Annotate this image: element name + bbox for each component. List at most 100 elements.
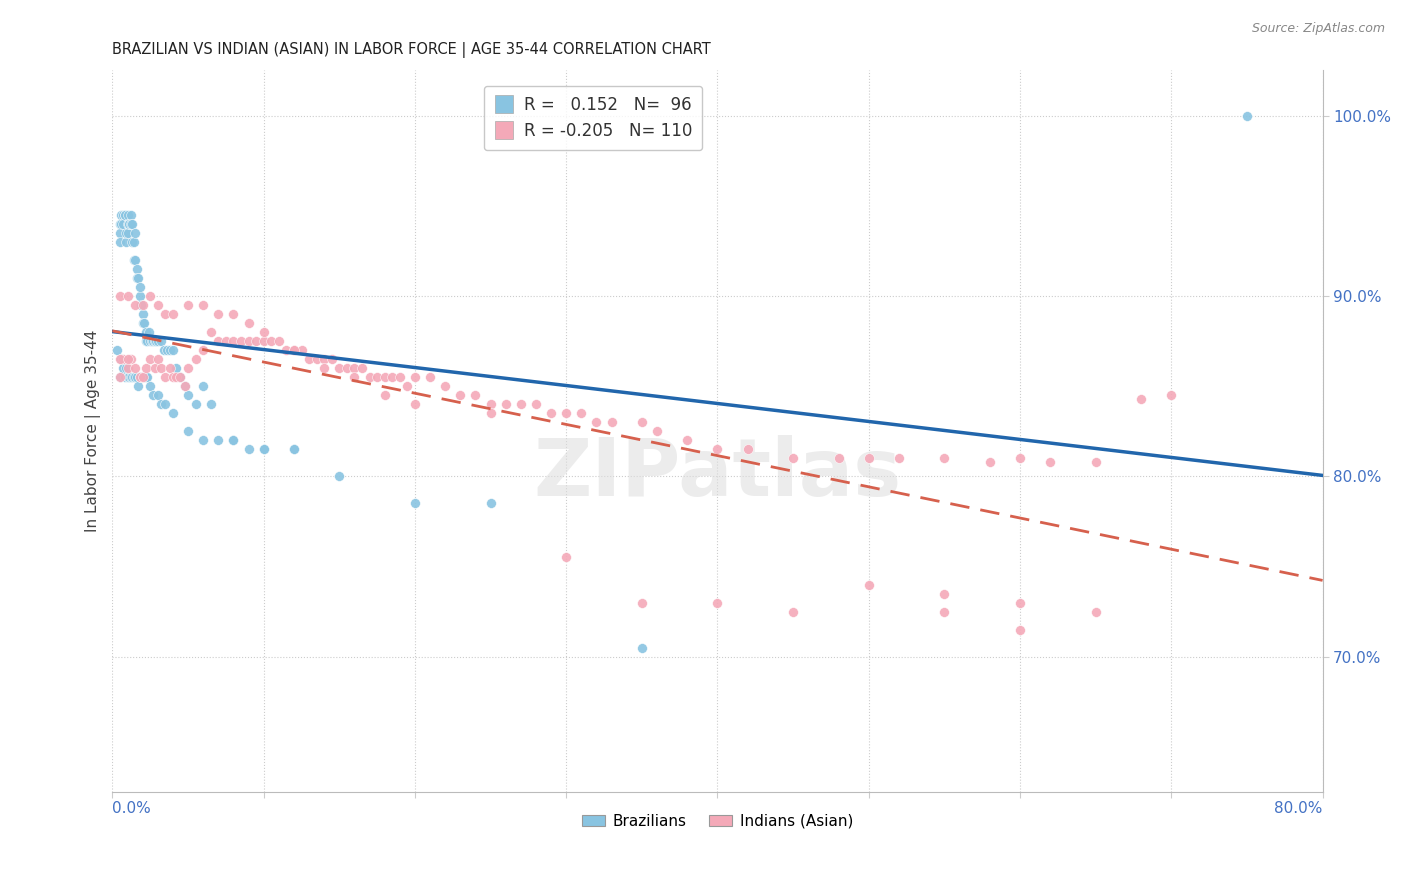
Point <box>138 325 160 339</box>
Point <box>174 379 197 393</box>
Point <box>134 370 156 384</box>
Point <box>110 217 132 231</box>
Point <box>149 361 172 376</box>
Point <box>381 370 404 384</box>
Point <box>782 451 804 466</box>
Point <box>366 370 388 384</box>
Point <box>283 343 305 357</box>
Point <box>298 352 321 367</box>
Point <box>149 334 172 348</box>
Point <box>136 370 159 384</box>
Point <box>117 208 139 222</box>
Point <box>509 397 531 411</box>
Point <box>127 379 149 393</box>
Point <box>135 334 157 348</box>
Point <box>108 370 131 384</box>
Text: ZIPatlas: ZIPatlas <box>533 435 901 514</box>
Point <box>1008 451 1031 466</box>
Point <box>222 434 245 448</box>
Point <box>155 307 177 321</box>
Point <box>105 343 128 357</box>
Point <box>396 379 419 393</box>
Point <box>155 397 177 411</box>
Point <box>117 370 139 384</box>
Point <box>139 379 162 393</box>
Point <box>314 361 336 376</box>
Point <box>128 280 150 294</box>
Point <box>524 397 547 411</box>
Point <box>174 379 197 393</box>
Point <box>631 596 654 610</box>
Point <box>1039 455 1062 469</box>
Point <box>149 397 172 411</box>
Point <box>934 586 956 600</box>
Point <box>117 289 139 303</box>
Y-axis label: In Labor Force | Age 35-44: In Labor Force | Age 35-44 <box>86 330 101 533</box>
Point <box>858 451 880 466</box>
Point <box>260 334 283 348</box>
Point <box>782 605 804 619</box>
Point <box>495 397 517 411</box>
Point <box>238 442 260 457</box>
Point <box>169 370 191 384</box>
Point <box>110 352 132 367</box>
Point <box>1084 605 1107 619</box>
Point <box>142 334 165 348</box>
Point <box>111 352 134 367</box>
Point <box>321 352 343 367</box>
Point <box>139 289 162 303</box>
Point <box>153 343 176 357</box>
Point <box>404 370 426 384</box>
Point <box>193 379 215 393</box>
Point <box>128 370 150 384</box>
Point <box>328 361 350 376</box>
Point <box>314 352 336 367</box>
Point <box>600 415 623 429</box>
Point <box>146 388 169 402</box>
Point <box>1130 392 1153 406</box>
Point <box>162 307 184 321</box>
Point <box>207 434 229 448</box>
Point <box>129 298 152 312</box>
Point <box>359 370 381 384</box>
Point <box>222 307 245 321</box>
Point <box>129 370 152 384</box>
Point <box>165 370 187 384</box>
Point <box>124 370 146 384</box>
Point <box>162 370 184 384</box>
Point <box>434 379 457 393</box>
Point <box>117 217 139 231</box>
Point <box>479 406 502 420</box>
Point <box>706 442 728 457</box>
Point <box>117 226 139 240</box>
Point <box>115 226 138 240</box>
Point <box>128 370 150 384</box>
Point <box>283 442 305 457</box>
Point <box>121 370 143 384</box>
Point <box>540 406 562 420</box>
Point <box>374 388 396 402</box>
Point <box>142 388 165 402</box>
Point <box>177 388 200 402</box>
Point <box>404 397 426 411</box>
Point <box>374 370 396 384</box>
Point <box>124 252 146 267</box>
Text: 0.0%: 0.0% <box>112 801 152 816</box>
Point <box>676 434 699 448</box>
Point <box>165 361 187 376</box>
Point <box>283 442 305 457</box>
Point <box>139 334 162 348</box>
Point <box>115 235 138 249</box>
Point <box>159 361 181 376</box>
Point <box>253 334 276 348</box>
Point <box>207 334 229 348</box>
Point <box>122 252 145 267</box>
Legend: Brazilians, Indians (Asian): Brazilians, Indians (Asian) <box>575 807 859 835</box>
Point <box>162 343 184 357</box>
Point <box>131 307 153 321</box>
Point <box>131 370 153 384</box>
Point <box>118 370 141 384</box>
Point <box>135 370 157 384</box>
Point <box>193 434 215 448</box>
Point <box>111 217 134 231</box>
